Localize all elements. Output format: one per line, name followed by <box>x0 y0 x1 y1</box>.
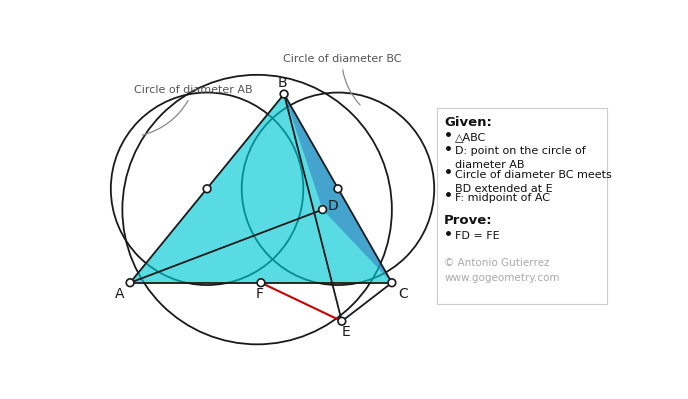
Text: D: point on the circle of
diameter AB: D: point on the circle of diameter AB <box>455 146 585 170</box>
Circle shape <box>257 279 265 286</box>
Text: D: D <box>328 200 338 213</box>
Text: E: E <box>341 325 350 339</box>
Text: F: midpoint of AC: F: midpoint of AC <box>455 193 550 203</box>
Circle shape <box>338 317 345 325</box>
Circle shape <box>334 185 342 193</box>
Text: © Antonio Gutierrez
www.gogeometry.com: © Antonio Gutierrez www.gogeometry.com <box>444 258 560 283</box>
Text: Prove:: Prove: <box>444 214 493 227</box>
Text: A: A <box>114 286 124 300</box>
Polygon shape <box>284 94 392 283</box>
Text: C: C <box>398 286 408 300</box>
Text: B: B <box>278 76 288 90</box>
Text: △ABC: △ABC <box>455 132 486 142</box>
Text: Given:: Given: <box>444 116 492 128</box>
Circle shape <box>203 185 211 193</box>
Circle shape <box>388 279 396 286</box>
Text: F: F <box>255 286 264 300</box>
Circle shape <box>280 90 288 98</box>
Circle shape <box>319 206 326 213</box>
Circle shape <box>126 279 134 286</box>
Text: Circle of diameter BC: Circle of diameter BC <box>283 54 401 105</box>
Text: FD = FE: FD = FE <box>455 231 499 241</box>
Polygon shape <box>130 94 392 283</box>
FancyBboxPatch shape <box>436 108 608 304</box>
Text: Circle of diameter BC meets
BD extended at E: Circle of diameter BC meets BD extended … <box>455 170 612 194</box>
Text: Circle of diameter AB: Circle of diameter AB <box>134 85 252 135</box>
